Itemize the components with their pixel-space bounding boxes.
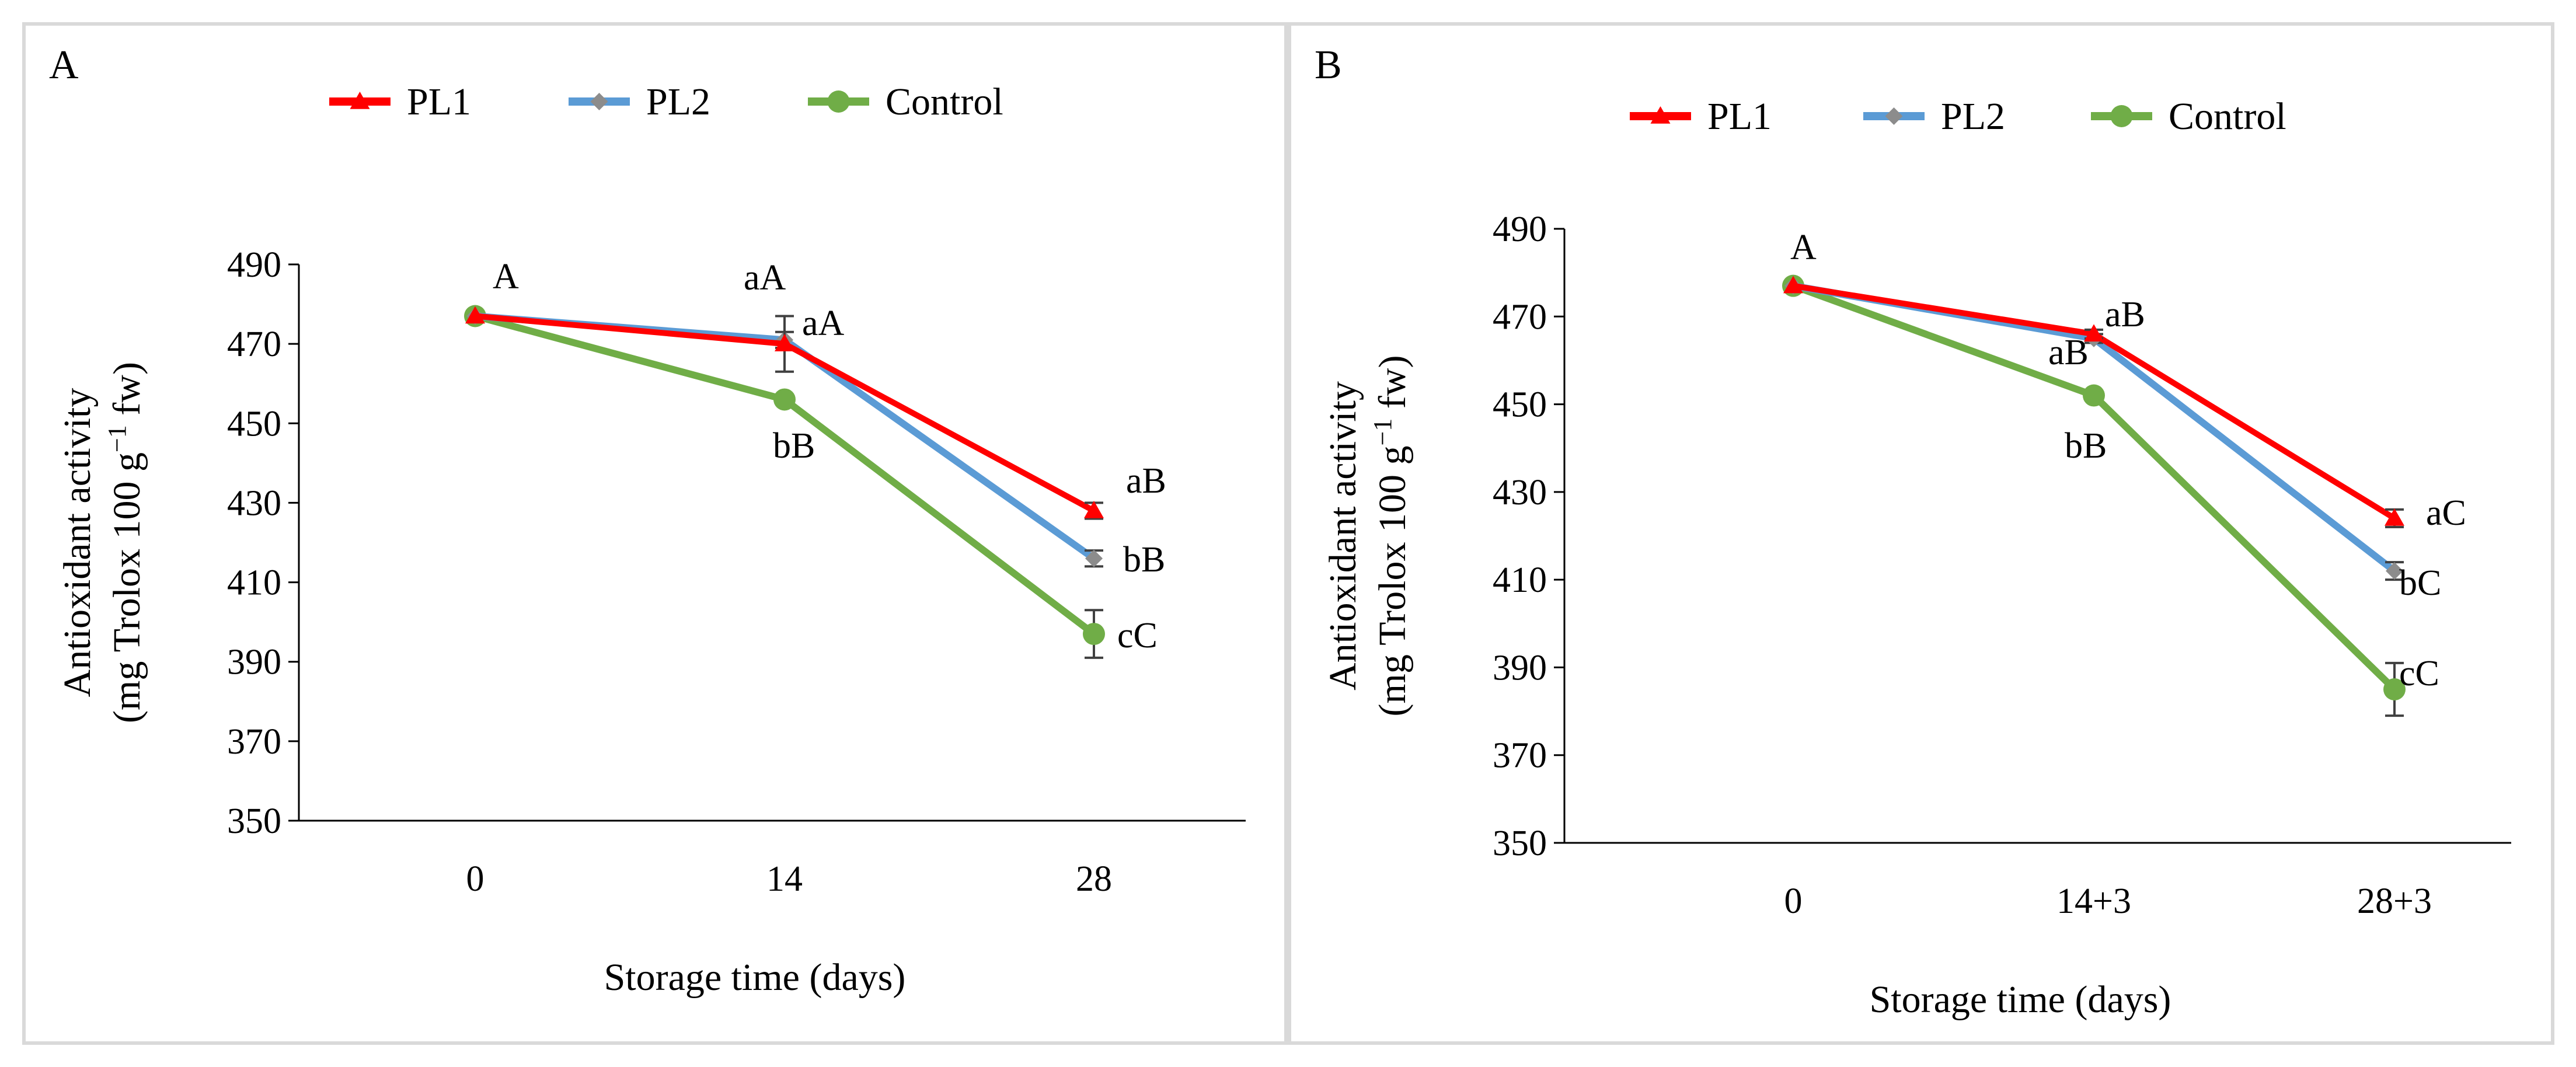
legend-marker-control — [827, 90, 850, 113]
data-label-control: A — [1790, 228, 1817, 267]
legend-label-control: Control — [886, 81, 1003, 123]
data-label-pl1: aC — [2426, 493, 2466, 533]
y-axis-label-unit: fw) — [106, 362, 148, 425]
y-axis-label-line1: Antioxidant activity — [1322, 381, 1364, 691]
y-axis-label-line2: (mg Trolox 100 g−1 fw) — [103, 362, 148, 723]
x-tick-label: 14+3 — [2056, 881, 2131, 921]
data-label-pl1: aB — [2105, 295, 2145, 334]
chart-b-svg: B PL1 PL2 Control 350 370 390 410 430 450 470 490 0 1… — [1315, 43, 2511, 1021]
legend-label-pl1: PL1 — [1707, 95, 1772, 138]
data-label-control: A — [493, 257, 519, 297]
x-tick-label: 28+3 — [2357, 881, 2432, 921]
data-point-pl2 — [1085, 549, 1103, 567]
x-tick-label: 14 — [766, 859, 803, 899]
data-point-pl1 — [775, 334, 794, 351]
y-tick-label: 450 — [227, 404, 281, 444]
panel-label: B — [1315, 43, 1342, 88]
chart-a-svg: A PL1 PL2 Control 350 370 390 410 430 450 470 490 0 1… — [49, 43, 1246, 999]
data-point-control — [2083, 384, 2105, 407]
data-point-control — [773, 388, 796, 411]
legend-marker-pl2 — [590, 93, 608, 110]
panel-label: A — [49, 43, 79, 88]
y-tick-label: 430 — [227, 483, 281, 523]
data-label-pl2: aB — [2048, 333, 2089, 372]
legend-label-pl2: PL2 — [1941, 95, 2005, 138]
data-point-control — [1083, 623, 1105, 646]
data-label-control: cC — [2399, 654, 2439, 693]
y-tick-label: 370 — [227, 722, 281, 762]
y-axis-label-text: (mg Trolox 100 g — [1371, 446, 1414, 717]
data-label-pl1: aA — [802, 304, 845, 343]
data-label-control: cC — [1117, 616, 1158, 655]
legend-marker-pl2 — [1885, 107, 1903, 125]
x-axis-label: Storage time (days) — [1870, 978, 2171, 1021]
data-label-control: bB — [773, 426, 815, 466]
data-point-control — [2383, 678, 2406, 700]
data-point-pl1 — [1783, 276, 1803, 294]
data-label-pl1: aB — [1126, 461, 1166, 501]
y-tick-label: 390 — [1493, 648, 1547, 688]
y-axis-label-superscript: −1 — [1368, 419, 1397, 446]
legend-label-pl2: PL2 — [646, 81, 710, 123]
legend-label-control: Control — [2169, 95, 2286, 138]
y-axis-label-line1: Antioxidant activity — [56, 388, 99, 698]
y-tick-label: 350 — [1493, 824, 1547, 863]
x-axis-label: Storage time (days) — [604, 956, 906, 999]
y-tick-label: 450 — [1493, 385, 1547, 425]
y-tick-label: 430 — [1493, 473, 1547, 512]
data-label-control: bB — [2065, 426, 2107, 466]
y-tick-label: 410 — [227, 563, 281, 603]
data-label-pl2: bC — [2399, 563, 2441, 603]
legend-label-pl1: PL1 — [407, 81, 471, 123]
y-axis-label-line2: (mg Trolox 100 g−1 fw) — [1368, 355, 1414, 717]
data-point-pl1 — [2385, 508, 2404, 526]
data-point-pl1 — [465, 306, 485, 324]
data-point-pl2 — [2386, 562, 2403, 580]
x-tick-label: 0 — [466, 859, 484, 899]
y-tick-label: 350 — [227, 801, 281, 841]
data-label-pl2: aA — [744, 258, 786, 298]
y-tick-label: 470 — [1493, 297, 1547, 337]
data-label-pl2: bB — [1123, 540, 1165, 580]
x-tick-label: 28 — [1076, 859, 1112, 899]
y-tick-label: 410 — [1493, 560, 1547, 600]
legend-marker-pl1 — [1650, 106, 1671, 124]
y-tick-label: 390 — [227, 643, 281, 682]
data-point-pl1 — [1084, 501, 1104, 518]
y-tick-label: 470 — [227, 325, 281, 364]
chart-panel-b: B PL1 PL2 Control 350 370 390 410 430 450 470 490 0 1… — [1288, 22, 2554, 1045]
data-point-pl1 — [2084, 324, 2104, 342]
y-tick-label: 490 — [227, 245, 281, 285]
y-axis-label-text: (mg Trolox 100 g — [106, 452, 148, 723]
y-axis-label-superscript: −1 — [103, 425, 131, 452]
legend-marker-control — [2110, 105, 2133, 127]
chart-panel-a: A PL1 PL2 Control 350 370 390 410 430 450 470 490 0 1… — [22, 22, 1288, 1045]
y-tick-label: 370 — [1493, 736, 1547, 776]
y-tick-label: 490 — [1493, 210, 1547, 249]
x-tick-label: 0 — [1784, 881, 1803, 921]
y-axis-label-unit: fw) — [1371, 355, 1414, 419]
legend-marker-pl1 — [350, 92, 370, 109]
